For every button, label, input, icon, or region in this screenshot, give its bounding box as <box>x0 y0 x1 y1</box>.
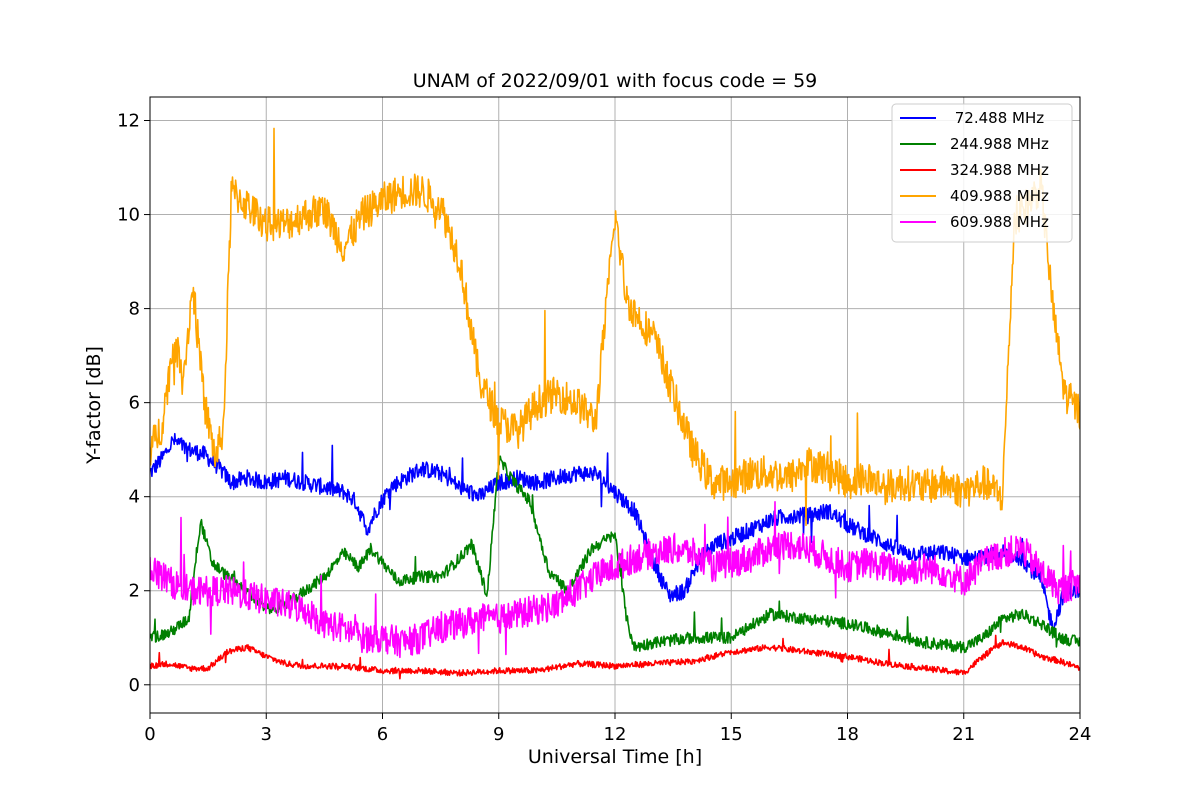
legend: 72.488 MHz 244.988 MHz 324.988 MHz 409.988 … <box>891 103 1073 243</box>
x-tick-label: 6 <box>377 724 388 745</box>
legend-label: 609.988 MHz <box>950 213 1049 231</box>
y-tick-label: 8 <box>129 299 140 320</box>
legend-label: 244.988 MHz <box>950 135 1049 153</box>
x-tick-label: 9 <box>493 724 504 745</box>
legend-label: 324.988 MHz <box>950 161 1049 179</box>
legend-label: 72.488 MHz <box>950 109 1044 127</box>
y-tick-label: 10 <box>117 205 140 226</box>
y-tick-label: 12 <box>117 111 140 132</box>
x-tick-label: 15 <box>720 724 743 745</box>
chart-title: UNAM of 2022/09/01 with focus code = 59 <box>413 70 818 92</box>
x-tick-label: 0 <box>144 724 155 745</box>
series-layer <box>150 127 1080 680</box>
series-line-2 <box>150 634 1080 680</box>
x-axis-label: Universal Time [h] <box>528 746 702 768</box>
series-line-4 <box>150 501 1080 659</box>
x-tick-label: 18 <box>836 724 859 745</box>
series-line-1 <box>150 455 1080 654</box>
y-tick-label: 0 <box>129 675 140 696</box>
series-line-3 <box>150 127 1080 527</box>
x-tick-label: 12 <box>604 724 627 745</box>
legend-label: 409.988 MHz <box>950 187 1049 205</box>
y-tick-label: 4 <box>129 487 140 508</box>
legend-box <box>891 103 1073 243</box>
series-line-0 <box>150 432 1080 636</box>
x-tick-label: 3 <box>261 724 272 745</box>
y-tick-label: 2 <box>129 581 140 602</box>
y-tick-label: 6 <box>129 393 140 414</box>
x-tick-label: 21 <box>952 724 975 745</box>
x-tick-label: 24 <box>1069 724 1092 745</box>
y-axis-label: Y-factor [dB] <box>83 346 105 465</box>
